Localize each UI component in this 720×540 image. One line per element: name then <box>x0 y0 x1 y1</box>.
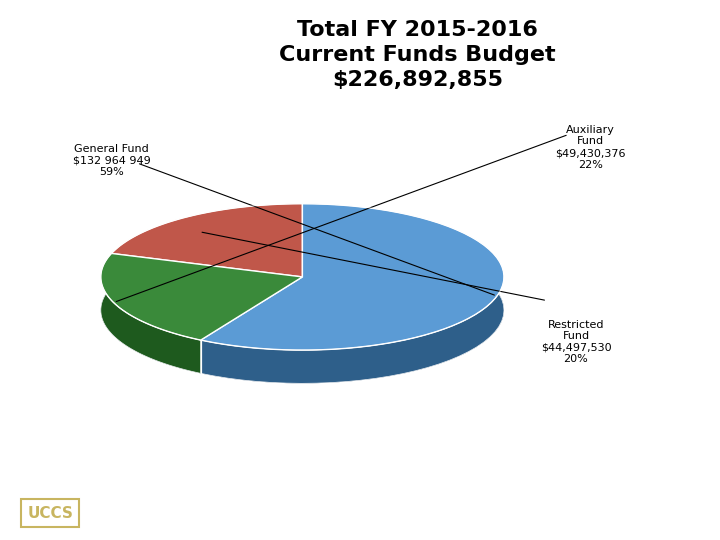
Text: Auxiliary
Fund
$49,430,376
22%: Auxiliary Fund $49,430,376 22% <box>555 125 626 170</box>
PathPatch shape <box>112 204 302 287</box>
Text: UCCS: UCCS <box>27 505 73 521</box>
Text: Restricted
Fund
$44,497,530
20%: Restricted Fund $44,497,530 20% <box>541 320 611 365</box>
Ellipse shape <box>101 237 504 383</box>
Text: General Fund
$132 964 949
59%: General Fund $132 964 949 59% <box>73 144 150 177</box>
PathPatch shape <box>101 253 302 340</box>
Text: Colorado Springs: Colorado Springs <box>130 519 225 529</box>
PathPatch shape <box>201 204 504 350</box>
PathPatch shape <box>112 204 302 277</box>
Text: Total FY 2015-2016
Current Funds Budget
$226,892,855: Total FY 2015-2016 Current Funds Budget … <box>279 21 556 90</box>
PathPatch shape <box>201 204 504 383</box>
PathPatch shape <box>101 253 201 373</box>
Text: University of Colorado: University of Colorado <box>130 500 253 510</box>
